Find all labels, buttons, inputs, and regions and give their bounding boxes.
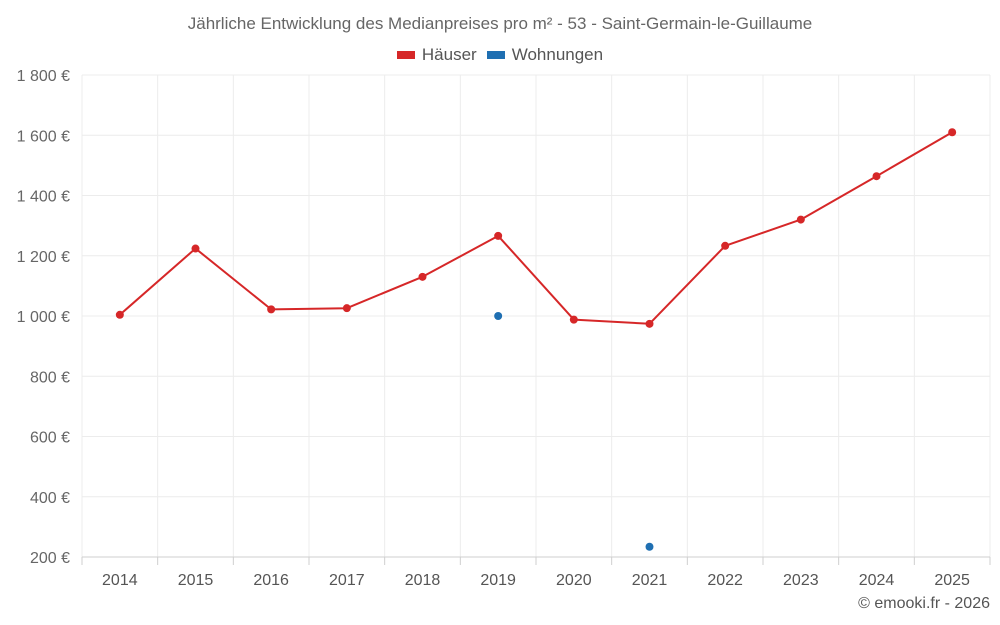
x-tick-label: 2018 bbox=[405, 572, 441, 589]
data-point-haeuser[interactable] bbox=[267, 305, 276, 314]
legend: Häuser Wohnungen bbox=[0, 45, 1000, 65]
x-tick-label: 2017 bbox=[329, 572, 365, 589]
series-line-haeuser bbox=[119, 131, 953, 325]
data-point-haeuser[interactable] bbox=[418, 272, 427, 281]
x-tick-label: 2020 bbox=[556, 572, 592, 589]
x-tick-label: 2023 bbox=[783, 572, 819, 589]
data-point-haeuser[interactable] bbox=[342, 304, 351, 313]
axes: 200 € 400 € 600 € 800 € 1 000 € 1 200 € 1 400 … bbox=[17, 68, 991, 589]
grid bbox=[81, 74, 991, 558]
legend-swatch-haeuser bbox=[396, 51, 415, 59]
data-point-haeuser[interactable] bbox=[645, 319, 654, 328]
x-tick-label: 2025 bbox=[934, 572, 970, 589]
x-tick-label: 2014 bbox=[102, 572, 138, 589]
x-tick-label: 2024 bbox=[859, 572, 895, 589]
y-tick-label: 1 400 € bbox=[17, 189, 70, 206]
series-layer bbox=[115, 128, 957, 551]
y-tick-label: 1 200 € bbox=[17, 249, 70, 266]
x-tick-label: 2015 bbox=[178, 572, 214, 589]
x-tick-label: 2019 bbox=[480, 572, 516, 589]
data-point-wohnungen[interactable] bbox=[645, 542, 654, 551]
y-tick-label: 400 € bbox=[30, 490, 70, 507]
y-tick-label: 1 000 € bbox=[17, 309, 70, 326]
chart-title: Jährliche Entwicklung des Medianpreises … bbox=[187, 14, 813, 33]
data-point-haeuser[interactable] bbox=[494, 231, 503, 240]
x-tick-label: 2021 bbox=[632, 572, 668, 589]
data-point-haeuser[interactable] bbox=[948, 128, 957, 137]
legend-item-haeuser[interactable]: Häuser bbox=[396, 45, 477, 65]
data-point-haeuser[interactable] bbox=[115, 310, 124, 319]
legend-swatch-wohnungen bbox=[486, 51, 505, 59]
data-point-haeuser[interactable] bbox=[721, 241, 730, 250]
y-tick-label: 800 € bbox=[30, 369, 70, 386]
y-tick-label: 200 € bbox=[30, 550, 70, 567]
data-point-haeuser[interactable] bbox=[191, 244, 200, 253]
legend-label-haeuser: Häuser bbox=[421, 45, 477, 64]
legend-item-wohnungen[interactable]: Wohnungen bbox=[486, 45, 604, 65]
credit-text: © emooki.fr - 2026 bbox=[858, 595, 990, 612]
legend-label-wohnungen: Wohnungen bbox=[511, 45, 604, 64]
x-tick-label: 2022 bbox=[707, 572, 743, 589]
y-tick-label: 1 800 € bbox=[17, 68, 70, 85]
data-point-haeuser[interactable] bbox=[872, 172, 881, 181]
y-tick-label: 600 € bbox=[30, 430, 70, 447]
x-tick-label: 2016 bbox=[253, 572, 289, 589]
data-point-wohnungen[interactable] bbox=[494, 312, 503, 320]
y-tick-label: 1 600 € bbox=[17, 128, 70, 145]
data-point-haeuser[interactable] bbox=[796, 215, 805, 224]
data-point-haeuser[interactable] bbox=[569, 315, 578, 324]
